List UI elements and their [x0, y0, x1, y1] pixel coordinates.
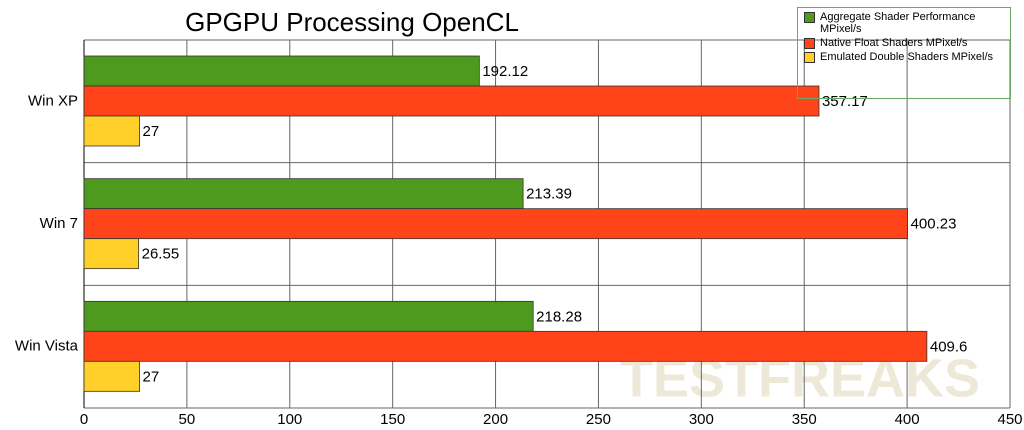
- value-label: 218.28: [536, 308, 582, 325]
- legend-swatch: [804, 38, 815, 49]
- bar: [83, 208, 908, 240]
- legend-swatch: [804, 52, 815, 63]
- value-label: 27: [143, 368, 160, 385]
- x-tick-label: 0: [80, 411, 88, 428]
- bar: [83, 238, 140, 270]
- value-label: 26.55: [142, 246, 180, 263]
- value-label: 192.12: [482, 63, 528, 80]
- bar: [83, 55, 480, 87]
- y-tick-label: Win Vista: [15, 338, 79, 355]
- legend: Aggregate Shader Performance MPixel/s Nat…: [797, 7, 1011, 99]
- x-tick-label: 350: [792, 411, 817, 428]
- legend-label: Native Float Shaders MPixel/s: [820, 37, 968, 49]
- x-tick-label: 200: [483, 411, 508, 428]
- x-tick-label: 450: [997, 411, 1022, 428]
- bar: [83, 115, 140, 147]
- value-label: 357.17: [822, 93, 868, 110]
- legend-label: Emulated Double Shaders MPixel/s: [820, 51, 994, 63]
- x-tick-label: 100: [277, 411, 302, 428]
- value-label: 213.39: [526, 186, 572, 203]
- x-tick-label: 50: [179, 411, 196, 428]
- y-tick-label: Win 7: [40, 215, 78, 232]
- legend-item: Native Float Shaders MPixel/s: [804, 37, 1004, 49]
- bar: [83, 360, 140, 392]
- value-label: 400.23: [911, 216, 957, 233]
- chart-title: GPGPU Processing OpenCL: [185, 7, 519, 37]
- bar: [83, 300, 534, 332]
- legend-label: Aggregate Shader Performance MPixel/s: [820, 11, 976, 35]
- legend-swatch: [804, 12, 815, 23]
- x-tick-label: 250: [586, 411, 611, 428]
- bar: [83, 178, 524, 210]
- x-tick-label: 150: [380, 411, 405, 428]
- value-label: 409.6: [930, 338, 968, 355]
- x-tick-label: 400: [895, 411, 920, 428]
- legend-item: Emulated Double Shaders MPixel/s: [804, 51, 1004, 63]
- bar: [83, 85, 820, 117]
- x-tick-label: 300: [689, 411, 714, 428]
- bar: [83, 330, 928, 362]
- value-label: 27: [143, 123, 160, 140]
- legend-item: Aggregate Shader Performance MPixel/s: [804, 11, 1004, 35]
- y-tick-label: Win XP: [28, 92, 78, 109]
